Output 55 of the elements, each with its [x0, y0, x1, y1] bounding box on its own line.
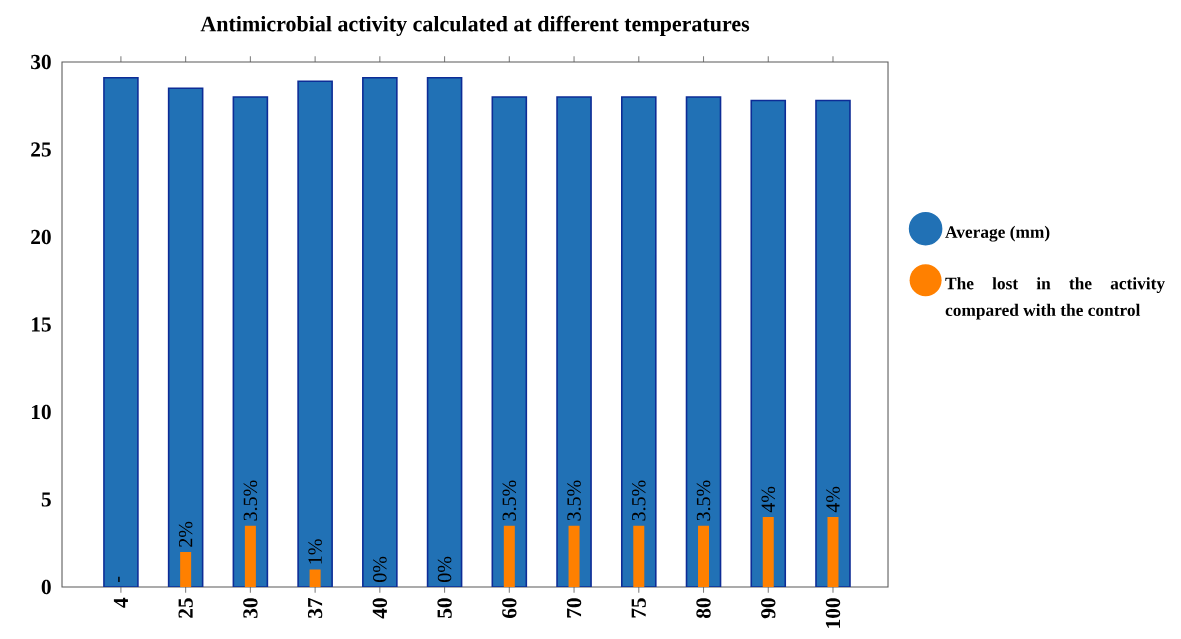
- x-tick-label: 100: [825, 598, 841, 628]
- x-tick-label: 80: [696, 598, 711, 619]
- x-tick-label: 70: [566, 598, 582, 618]
- legend-label: Average (mm): [945, 225, 1050, 242]
- x-tick-label: 25: [178, 598, 193, 618]
- x-tick-label: 75: [631, 598, 646, 618]
- data-label: 0%: [373, 556, 387, 582]
- y-tick-label: 25: [31, 142, 51, 157]
- bar: [503, 525, 515, 587]
- x-tick-label: 30: [243, 598, 258, 618]
- chart-title: Antimicrobial activity calculated at different temperatures: [200, 15, 750, 36]
- bar: [491, 96, 528, 587]
- data-label: 4%: [761, 486, 776, 513]
- bar: [556, 96, 592, 587]
- bar: [762, 517, 774, 587]
- data-label: 1%: [308, 539, 322, 564]
- legend-label: The lost in the activity compared with the control: [945, 277, 1165, 320]
- x-tick-label: 40: [372, 598, 388, 619]
- x-tick-label: 4: [113, 597, 128, 608]
- x-tick-label: 37: [307, 597, 323, 618]
- y-tick-label: 30: [31, 54, 51, 70]
- y-tick-label: 10: [31, 404, 51, 420]
- x-tick-label: 60: [502, 598, 517, 618]
- y-tick-label: 0: [41, 579, 51, 595]
- bar: [698, 525, 710, 587]
- bar: [426, 76, 463, 587]
- bar: [244, 525, 256, 587]
- bar: [309, 569, 321, 587]
- data-label: 3.5%: [567, 480, 581, 521]
- data-label: 3.5%: [631, 480, 646, 521]
- bar: [180, 552, 192, 587]
- y-tick-label: 15: [31, 317, 51, 332]
- data-label: 3.5%: [696, 480, 711, 521]
- bar: [815, 99, 851, 587]
- data-label: 2%: [178, 521, 193, 547]
- bar: [750, 99, 787, 587]
- bar: [827, 517, 839, 587]
- data-label: 3.5%: [502, 480, 517, 521]
- bar: [167, 87, 204, 587]
- bar: [633, 525, 645, 587]
- bar: [232, 96, 269, 587]
- data-label: 4%: [826, 486, 840, 513]
- bar: [620, 96, 657, 587]
- x-tick-label: 50: [437, 598, 452, 618]
- bar: [103, 76, 139, 587]
- y-tick-label: 5: [41, 492, 51, 507]
- data-label: 3.5%: [243, 480, 258, 521]
- bar: [568, 525, 580, 587]
- bar: [297, 80, 333, 587]
- bar: [685, 96, 722, 587]
- y-tick-label: 20: [31, 229, 51, 245]
- text: -: [118, 576, 120, 582]
- bar: [362, 76, 398, 587]
- x-tick-label: 90: [761, 598, 776, 619]
- data-label: 0%: [437, 556, 452, 582]
